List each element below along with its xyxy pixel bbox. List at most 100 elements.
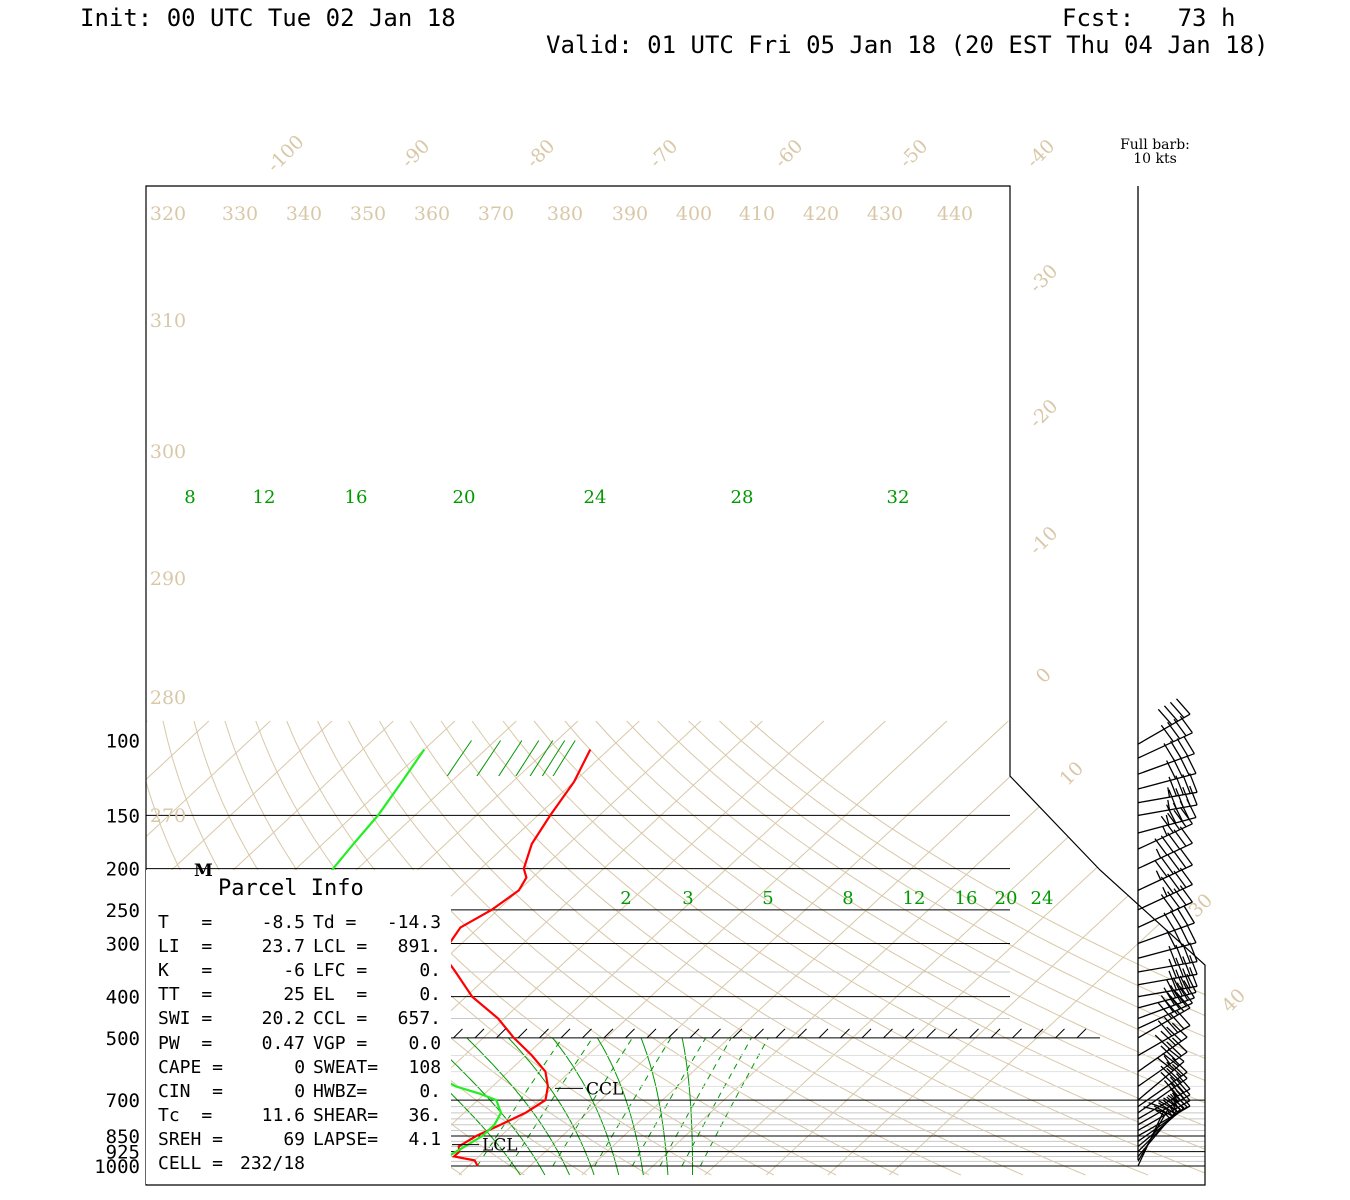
parcel-l1: CELL = (158, 1153, 224, 1175)
theta-label: 300 (150, 441, 186, 463)
hatch-mark (689, 1028, 700, 1039)
hatch-mark (603, 1028, 614, 1039)
hatch-mark (775, 1028, 786, 1039)
barb-staff (1137, 1036, 1188, 1073)
barb-feather (1179, 926, 1190, 945)
mixing-ratio-label: 32 (887, 487, 910, 508)
parcel-l1: Tc = (158, 1105, 213, 1127)
barb-feather (1182, 786, 1191, 807)
hatch-mark (668, 1028, 678, 1039)
barb-feather (1189, 967, 1198, 987)
hatch-mark (904, 1028, 915, 1039)
barb-feather (1163, 743, 1176, 762)
parcel-l2: LFC = (313, 959, 368, 981)
theta-label: 380 (547, 203, 583, 225)
hatch-mark (818, 1028, 829, 1039)
hatch-mark (1033, 1028, 1044, 1039)
parcel-v1: -8.5 (261, 911, 306, 933)
barb-staff (1137, 864, 1193, 891)
theta-label: 290 (150, 568, 186, 590)
parcel-l2: LCL = (313, 935, 368, 957)
isotherm-line (888, 720, 1205, 1176)
barb-staff (1137, 942, 1197, 959)
barb-feather (1154, 838, 1168, 856)
parcel-l1: LI = (158, 935, 213, 957)
init-time: Init: 00 UTC Tue 02 Jan 18 (80, 4, 456, 32)
barb-staff (1137, 772, 1197, 790)
max-wind-marker: M (194, 861, 213, 881)
hatch-mark (711, 1028, 721, 1039)
theta-label: 410 (739, 203, 775, 225)
barb-feather (1179, 756, 1190, 776)
mixing-ratio-label: 12 (903, 888, 926, 909)
pressure-label: 250 (106, 900, 140, 922)
parcel-v2: 36. (408, 1105, 442, 1127)
barb-feather (1186, 754, 1197, 774)
hatch-mark (560, 1028, 571, 1039)
barb-feather (1179, 975, 1190, 995)
barb-feather (1183, 735, 1195, 755)
parcel-l2: SHEAR= (313, 1105, 379, 1127)
barb-feather (1160, 724, 1174, 742)
dry-adiabat (749, 720, 1205, 1176)
theta-label: 310 (150, 310, 186, 332)
parcel-row: K = -6 LFC = 0. (158, 958, 441, 982)
barb-feather (1173, 809, 1187, 828)
barb-feather (1160, 1045, 1177, 1061)
parcel-l2: LAPSE= (313, 1129, 379, 1151)
barb-feather (1179, 848, 1193, 866)
barb-feather (1168, 789, 1178, 809)
parcel-info-title: Parcel Info (218, 876, 364, 901)
parcel-row: TT = 25 EL = 0. (158, 983, 441, 1007)
barb-staff (1137, 1007, 1191, 1039)
barb-feather (1175, 788, 1184, 808)
pressure-label: 850 (106, 1126, 140, 1148)
barb-feather (1160, 835, 1174, 853)
barb-staff (1137, 804, 1198, 817)
hatch-mark (1076, 1028, 1087, 1039)
barb-feather (1176, 698, 1191, 715)
parcel-row: CAPE = 0 SWEAT= 108 (158, 1055, 441, 1079)
hatch-mark (969, 1028, 979, 1039)
isotherm-line (146, 720, 271, 1176)
mixing-ratio-label: 28 (731, 487, 754, 508)
mixing-ratio-label: 8 (184, 487, 195, 508)
parcel-v2: 108 (408, 1056, 442, 1078)
barb-staff (1137, 1077, 1188, 1114)
barb-half-feather (1162, 886, 1168, 897)
theta-label: 340 (286, 203, 322, 225)
barb-feather (1157, 1002, 1173, 1019)
barb-staff (1137, 753, 1195, 775)
barb-staff (1137, 883, 1193, 911)
barb-feather (1172, 977, 1183, 997)
barb-feather (1170, 910, 1182, 929)
barb-feather (1166, 1041, 1182, 1057)
pressure-label: 925 (106, 1142, 140, 1164)
barb-staff (1137, 713, 1191, 745)
barb-feather (1173, 829, 1187, 847)
isotherm-label: -30 (1025, 260, 1062, 297)
barb-feather (1170, 740, 1182, 759)
barb-feather (1163, 987, 1176, 1006)
parcel-l1: PW = (158, 1032, 213, 1054)
mixing-ratio-dashed (594, 1037, 672, 1167)
parcel-row: CIN = 0 HWBZ= 0. (158, 1079, 441, 1103)
hatch-mark (947, 1028, 958, 1039)
parcel-l2: EL = (313, 984, 368, 1006)
barb-half-feather (1155, 870, 1162, 881)
barb-feather (1167, 992, 1181, 1010)
barb-feather (1183, 905, 1195, 924)
barb-feather (1175, 957, 1184, 978)
mixing-ratio-label: 12 (253, 487, 276, 508)
theta-label: 430 (867, 203, 903, 225)
mixing-ratio-label: 24 (584, 487, 607, 508)
theta-label: 390 (612, 203, 648, 225)
pressure-label: 100 (106, 731, 140, 753)
pressure-label: 700 (106, 1090, 140, 1112)
hatch-mark (883, 1028, 893, 1039)
barb-staff (1137, 1071, 1188, 1108)
isotherm-line (146, 720, 333, 1176)
parcel-l1: SWI = (158, 1008, 213, 1030)
full-barb-line1: Full barb: (1120, 137, 1190, 153)
frame-outline (145, 185, 1206, 1186)
